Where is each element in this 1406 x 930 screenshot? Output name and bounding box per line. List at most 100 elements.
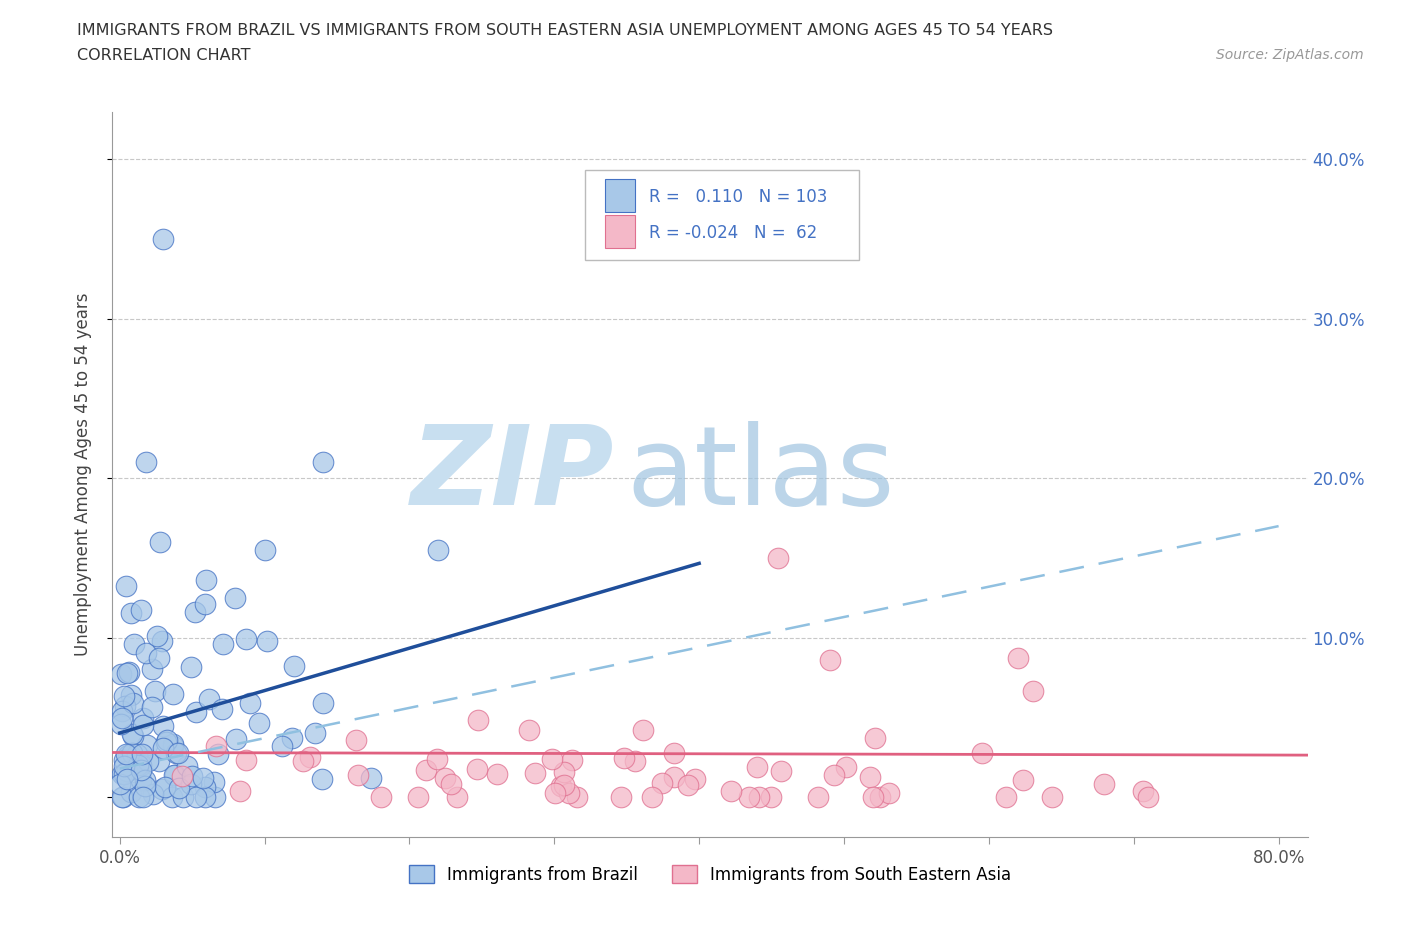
Point [167,746,190,761]
Bar [605,179,634,212]
Point [304,725,326,740]
Point [167,781,190,796]
Point [131,711,153,725]
Point [1040,790,1063,804]
Point [117,764,139,778]
Point [134,773,156,788]
Point [114,578,136,593]
Point [865,730,887,745]
Point [360,771,382,786]
Point [172,790,194,804]
Point [561,752,583,767]
Point [115,771,138,786]
Point [111,703,134,718]
Point [565,790,588,804]
Point [517,722,540,737]
Point [229,784,252,799]
Point [311,772,333,787]
Point [225,731,247,746]
Point [155,735,177,750]
Point [195,572,218,587]
Point [127,758,149,773]
Point [612,751,634,765]
Point [869,790,891,804]
Point [1136,790,1159,804]
FancyBboxPatch shape [585,169,859,260]
Point [247,715,270,730]
Point [544,785,567,800]
Point [748,790,770,804]
Point [150,633,173,648]
Point [162,687,184,702]
Point [128,755,150,770]
Point [112,759,135,774]
Text: R = -0.024   N =  62: R = -0.024 N = 62 [650,224,817,243]
Point [720,783,742,798]
Point [610,790,633,804]
Point [204,738,226,753]
Point [121,696,143,711]
Point [823,768,845,783]
Point [211,701,233,716]
Point [550,778,572,793]
Point [862,790,884,804]
Point [156,733,179,748]
Point [1022,684,1045,698]
Point [115,665,138,680]
Point [131,718,153,733]
Point [120,605,142,620]
Point [112,790,135,804]
Point [486,767,509,782]
Point [110,711,132,725]
Point [129,772,152,787]
Point [283,658,305,673]
Point [184,790,207,804]
Point [1007,651,1029,666]
Point [1012,773,1035,788]
Point [176,759,198,774]
Point [281,730,304,745]
Point [163,768,186,783]
Point [121,688,143,703]
Point [160,790,183,804]
Point [128,790,150,804]
Point [194,780,217,795]
Point [426,751,449,766]
Point [114,698,136,713]
Point [1132,784,1154,799]
Point [148,650,170,665]
Point [759,790,782,804]
Point [553,777,575,792]
Point [745,760,768,775]
Point [112,688,135,703]
Point [1094,777,1116,791]
Point [191,771,214,786]
Point [465,762,488,777]
Point [110,717,132,732]
Point [541,751,564,766]
Point [152,719,174,734]
Point [111,790,134,804]
Point [427,542,450,557]
Point [184,705,207,720]
Point [112,752,135,767]
Point [117,665,139,680]
Text: R =   0.110   N = 103: R = 0.110 N = 103 [650,188,828,206]
Legend: Immigrants from Brazil, Immigrants from South Eastern Asia: Immigrants from Brazil, Immigrants from … [402,858,1018,890]
Point [202,775,225,790]
Point [198,692,221,707]
Point [631,723,654,737]
Point [311,455,333,470]
Point [118,748,141,763]
Point [148,754,170,769]
Point [434,770,457,785]
Point [150,782,173,797]
Point [271,738,294,753]
Point [181,768,204,783]
Point [370,790,392,804]
Point [141,699,163,714]
Point [136,753,159,768]
Y-axis label: Unemployment Among Ages 45 to 54 years: Unemployment Among Ages 45 to 54 years [73,293,91,656]
Point [235,752,257,767]
Point [204,790,226,804]
